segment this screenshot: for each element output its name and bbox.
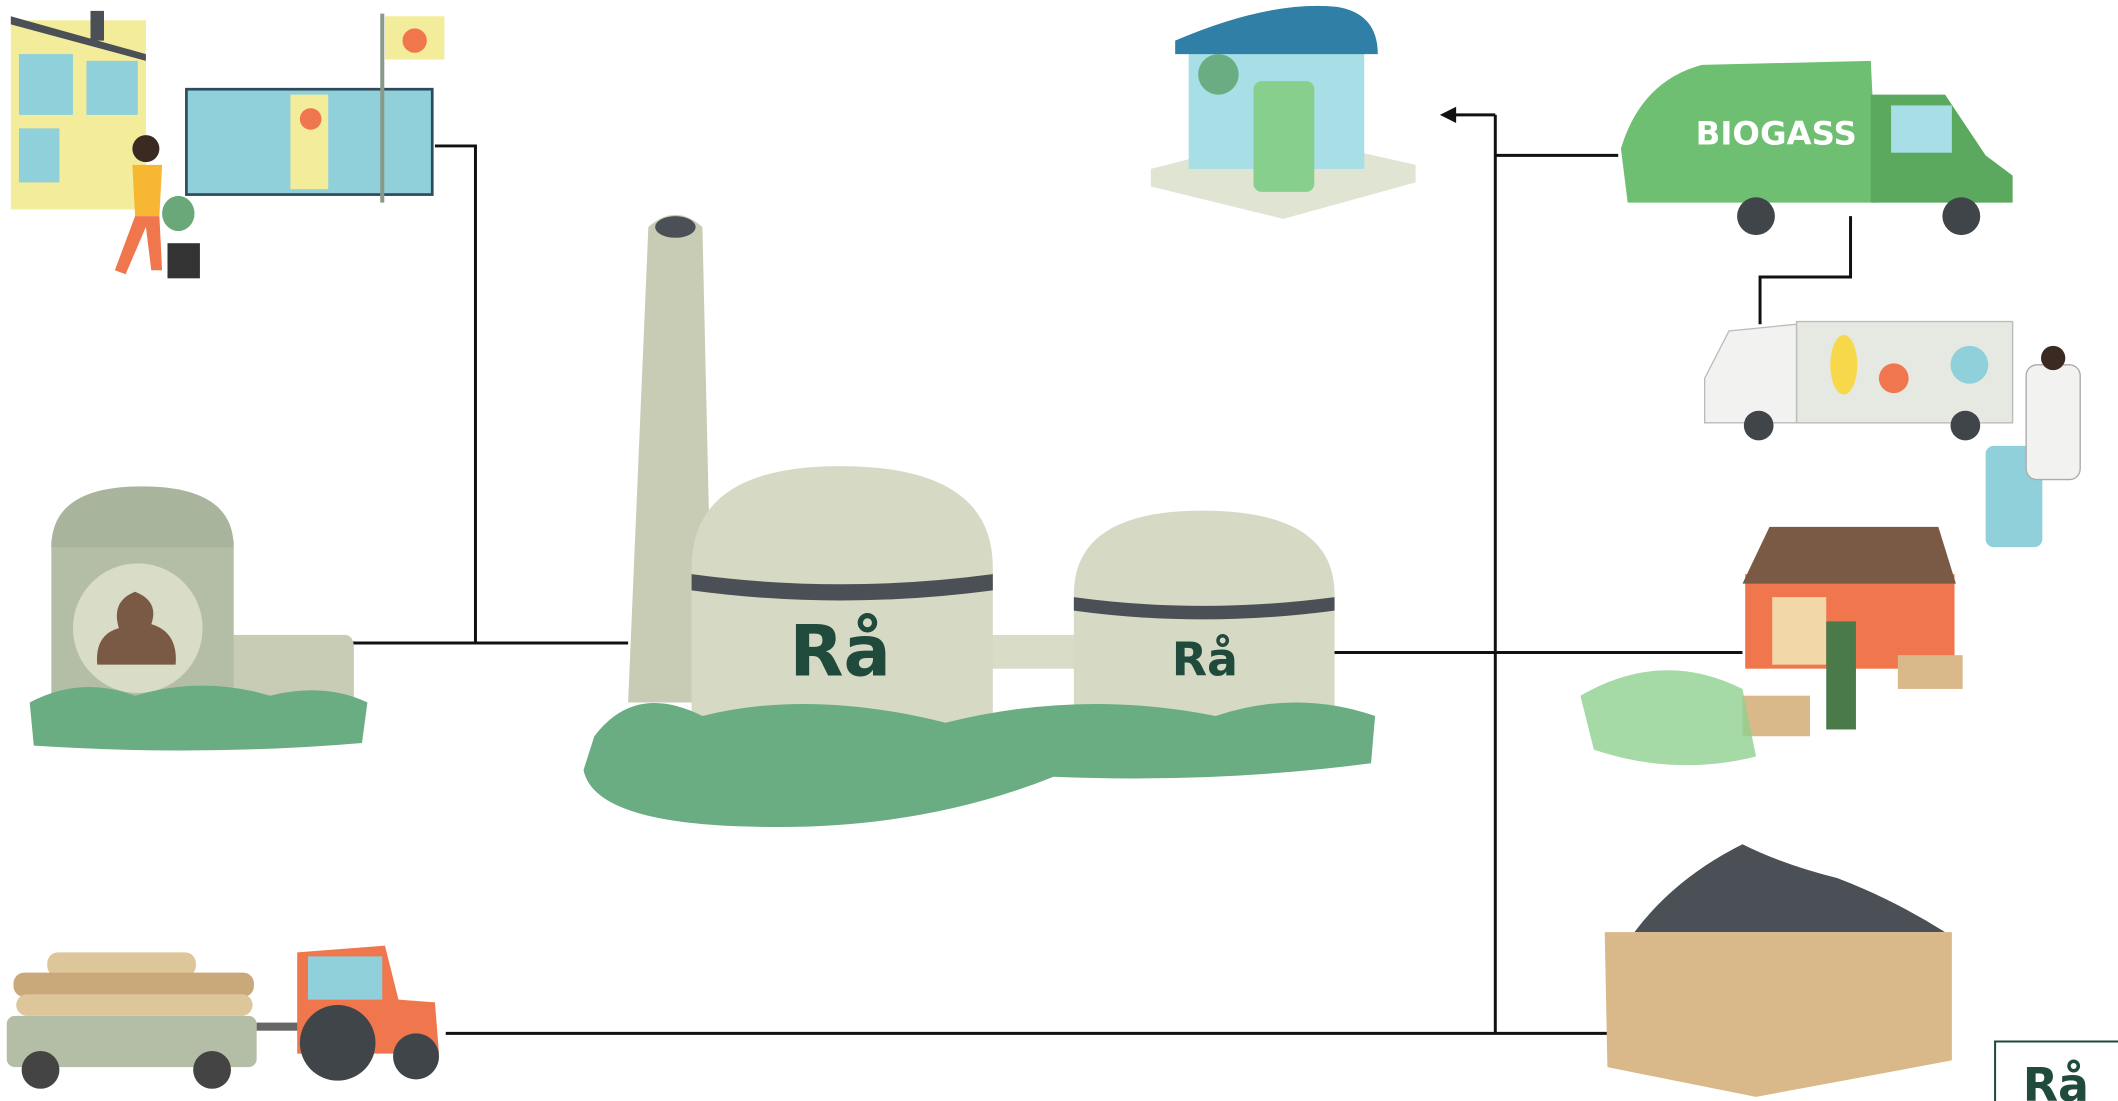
farmer <box>1826 621 1856 729</box>
person-body <box>132 165 162 216</box>
log <box>14 973 254 997</box>
barn-door <box>1772 597 1826 665</box>
tank-label: Rå <box>1172 632 1238 686</box>
person-head <box>132 135 159 162</box>
biogas-diagram: Rå Rå BIOGASS <box>0 0 2118 1101</box>
box <box>1605 932 1952 1097</box>
plants <box>1580 670 1756 765</box>
connector-pipe <box>986 635 1081 669</box>
wheel <box>1737 197 1775 235</box>
biogas-plant: Rå Rå <box>584 215 1376 827</box>
tank-label: Rå <box>789 610 890 692</box>
leaf-badge <box>1198 54 1239 95</box>
pump <box>1254 81 1315 192</box>
station-roof <box>1175 6 1378 54</box>
tractor <box>7 946 439 1089</box>
tractor-window <box>308 956 382 999</box>
wheel <box>393 1033 439 1079</box>
farm <box>1580 527 1962 765</box>
banana <box>1830 335 1857 394</box>
logo: Rå <box>1995 1042 2118 1101</box>
small-tank <box>1074 511 1335 730</box>
truck-window <box>1891 105 1952 152</box>
worker-head <box>2041 346 2065 370</box>
compost <box>1634 844 1945 932</box>
page: {"labels": {"truck": "BIOGASS", "main_ta… <box>0 0 2118 1101</box>
logo-text: Rå <box>2023 1058 2089 1101</box>
logo-fruit <box>300 108 322 130</box>
wheel <box>1942 197 1980 235</box>
fuel-station <box>1151 6 1416 219</box>
manure-tank <box>30 486 368 750</box>
bag <box>162 196 194 231</box>
main-tank <box>692 466 993 736</box>
compost-box <box>1605 844 1952 1097</box>
wheel <box>300 1005 376 1081</box>
truck-cab <box>1705 324 1797 423</box>
chimney <box>91 11 105 41</box>
grass <box>30 686 368 751</box>
food-truck <box>1705 322 2081 548</box>
chimney-top <box>655 216 696 238</box>
grass <box>584 702 1376 827</box>
connector <box>435 146 476 643</box>
arrowhead <box>1440 107 1456 123</box>
log <box>16 994 252 1016</box>
snowflake <box>1951 346 1989 384</box>
flag-fruit <box>403 28 427 52</box>
wheel <box>22 1051 60 1089</box>
crate <box>1898 655 1963 689</box>
crate <box>1742 696 1810 737</box>
truck-label: BIOGASS <box>1696 115 1857 153</box>
window <box>19 128 60 182</box>
bin <box>167 243 199 278</box>
wheel <box>1744 411 1774 441</box>
wheel <box>193 1051 231 1089</box>
window <box>19 54 73 115</box>
tomato <box>1879 363 1909 393</box>
wheel <box>1951 411 1981 441</box>
barn-roof <box>1742 527 1955 584</box>
window <box>86 61 137 115</box>
tank-dome <box>51 486 233 547</box>
store-illustration <box>11 11 445 278</box>
person-legs <box>115 216 162 274</box>
connector <box>1760 216 1851 324</box>
worker <box>2026 365 2080 480</box>
biogas-truck: BIOGASS <box>1621 61 2013 235</box>
